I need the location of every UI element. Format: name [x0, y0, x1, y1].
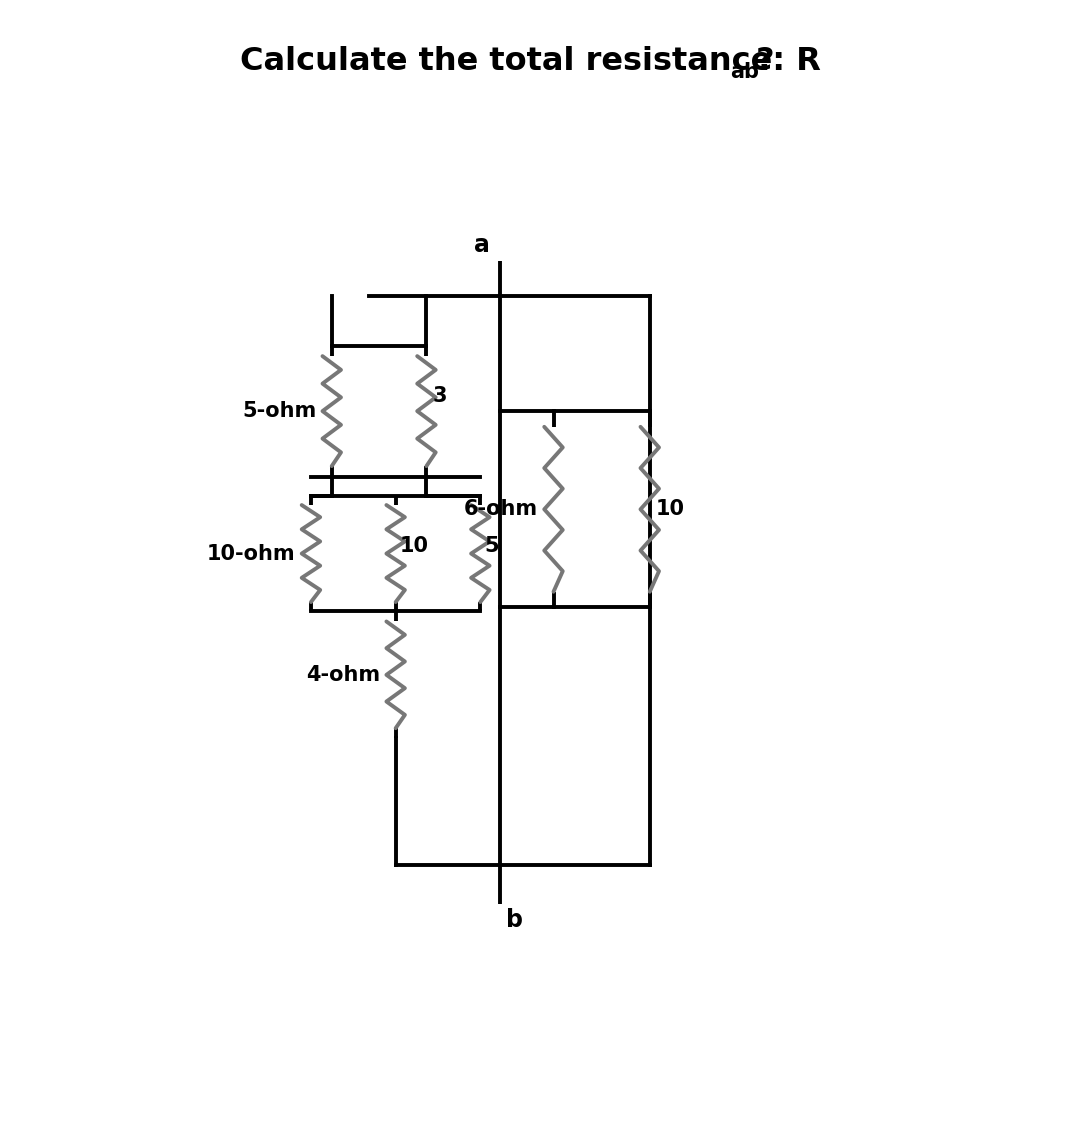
Text: 10: 10 — [656, 499, 685, 519]
Text: 6-ohm: 6-ohm — [464, 499, 538, 519]
Text: 10: 10 — [400, 536, 429, 556]
Text: 10-ohm: 10-ohm — [207, 543, 296, 564]
Text: a: a — [474, 233, 490, 257]
Text: ab: ab — [730, 62, 759, 82]
Text: ?: ? — [756, 47, 774, 78]
Text: 4-ohm: 4-ohm — [306, 665, 380, 685]
Text: 5: 5 — [484, 536, 499, 556]
Text: b: b — [505, 908, 523, 932]
Text: 5-ohm: 5-ohm — [242, 401, 316, 421]
Text: 3: 3 — [433, 386, 447, 405]
Text: Calculate the total resistance: R: Calculate the total resistance: R — [240, 47, 821, 78]
